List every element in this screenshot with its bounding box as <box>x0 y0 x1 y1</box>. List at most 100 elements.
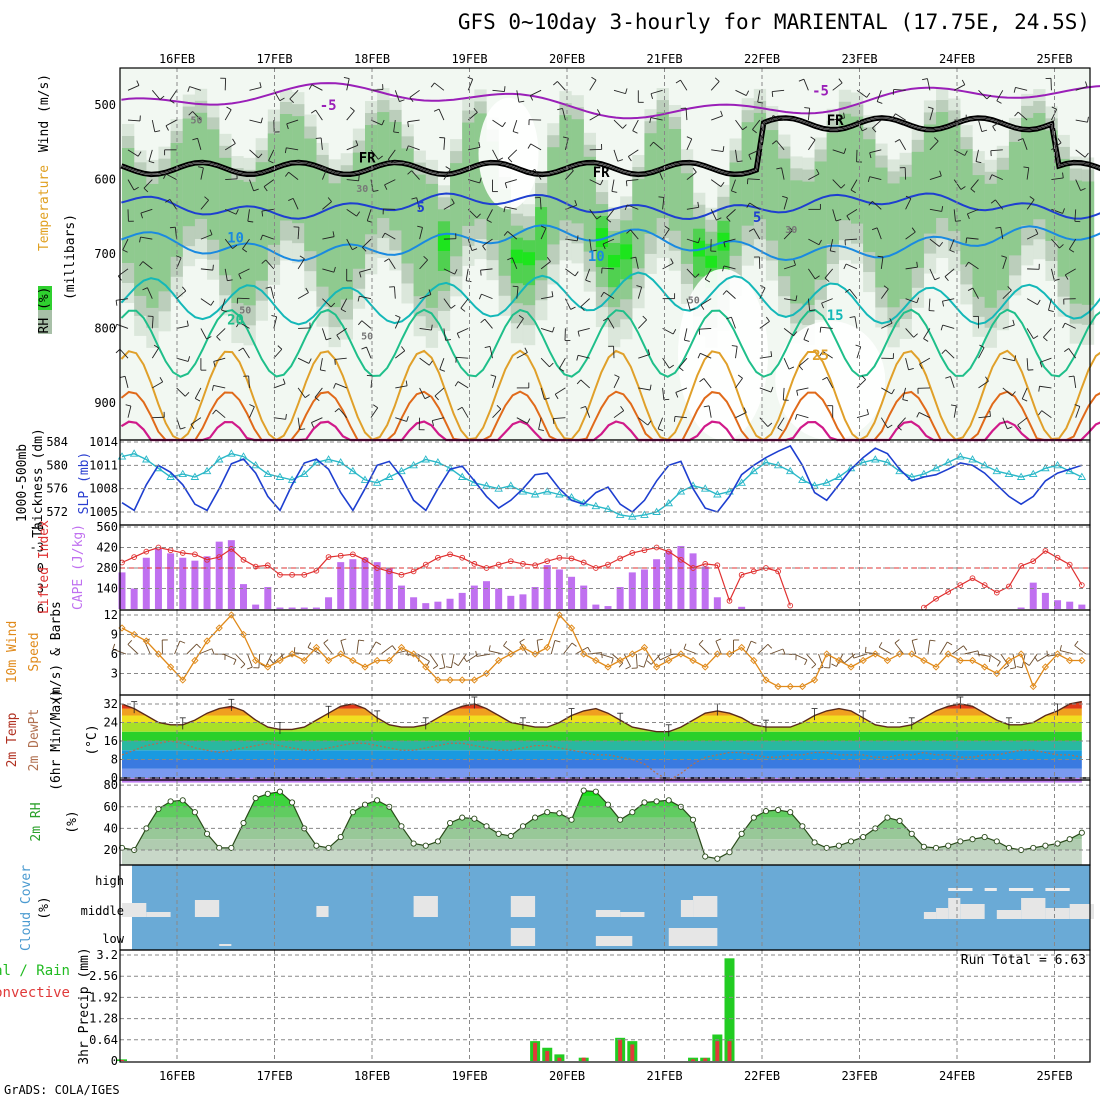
lifted-point <box>228 546 235 552</box>
wind-barb-flag <box>822 376 828 381</box>
rh-point <box>203 830 211 837</box>
wind-barb <box>905 266 918 270</box>
wind-barb-flag <box>332 231 335 237</box>
cape-bar <box>312 607 320 609</box>
rh-point <box>738 830 745 837</box>
wind-barb-flag <box>1074 404 1080 407</box>
wind-barb <box>467 238 473 251</box>
wind-point <box>543 643 551 652</box>
lifted-point <box>435 554 441 561</box>
wind-barb <box>273 383 286 389</box>
wind-barb <box>832 82 843 91</box>
wind-barb-flag <box>333 266 336 273</box>
y-tick-label-lifted: -6 <box>30 520 44 534</box>
wind-barb-flag <box>1062 172 1064 178</box>
wind-barb <box>297 292 309 300</box>
cape-bar <box>337 562 345 609</box>
thickness-point <box>628 512 637 520</box>
wind-barb-10m-flag <box>811 664 817 669</box>
wind-barb-flag <box>507 157 513 163</box>
wind-barb <box>662 357 670 369</box>
wind-barb-flag <box>597 109 601 115</box>
wind-barb-10m <box>769 648 784 655</box>
wind-barb <box>735 377 743 389</box>
y-tick-label-wind: 3 <box>111 667 118 681</box>
wind-barb-flag <box>450 304 456 309</box>
wind-point <box>993 669 1001 678</box>
wind-barb <box>845 263 858 270</box>
cape-bar <box>227 540 235 609</box>
rh-point <box>495 830 502 837</box>
wind-barb-flag <box>967 287 974 291</box>
cloud-block <box>960 904 985 919</box>
x-tick-label-top: 23FEB <box>841 52 877 66</box>
wind-barb-10m-flag <box>601 652 603 659</box>
wind-barb-flag <box>433 108 440 112</box>
axis-label-2m-dewpt: 2m DewPt <box>27 709 42 772</box>
thickness-point <box>348 466 358 475</box>
cape-bar <box>154 548 162 609</box>
wind-barb-flag <box>333 383 336 389</box>
wind-barb <box>978 347 985 359</box>
wind-barb <box>538 417 542 430</box>
lifted-point <box>945 589 952 595</box>
wind-barb-10m <box>235 653 246 665</box>
wind-barb <box>221 298 226 311</box>
wind-barb-flag <box>945 376 951 379</box>
wind-barb <box>807 108 811 121</box>
y-tick-label-thickness: 580 <box>46 458 68 472</box>
axis-label-precip: 3hr Precip (mm) <box>77 947 92 1064</box>
cloud-block <box>680 900 694 917</box>
wind-barb <box>978 119 983 132</box>
wind-barb-flag <box>1038 410 1043 416</box>
axis-label-2m-temp: 2m Temp <box>5 712 20 767</box>
x-tick-label-bottom: 24FEB <box>939 1069 975 1083</box>
wind-barb <box>772 115 785 121</box>
wind-barb-10m <box>635 653 638 668</box>
rh-shading-cell <box>620 244 633 260</box>
wind-barb <box>388 258 396 270</box>
lifted-point <box>410 568 417 575</box>
y-tick-label-pressure: 800 <box>94 321 116 335</box>
wind-barb-flag <box>979 344 985 348</box>
rh-point <box>289 799 296 806</box>
wind-barb <box>966 237 979 240</box>
wind-barb <box>336 328 347 336</box>
thickness-point <box>1004 469 1014 478</box>
wind-barb-flag <box>327 197 332 202</box>
wind-barb-flag <box>891 389 895 395</box>
wind-barb-flag <box>122 249 128 253</box>
wind-barb <box>492 119 503 128</box>
wind-barb <box>434 387 445 397</box>
wind-barb-flag <box>209 229 213 235</box>
wind-barb <box>856 89 867 98</box>
wind-barb-flag <box>942 301 945 307</box>
thickness-point <box>1065 466 1074 475</box>
rh-shading-cell <box>996 169 1010 291</box>
wind-barb <box>628 149 639 157</box>
wind-barb-flag <box>614 374 620 378</box>
wind-point <box>665 656 673 665</box>
cloud-high-strip <box>1045 888 1070 891</box>
wind-barb-flag <box>737 374 743 379</box>
wind-barb-flag <box>767 422 773 427</box>
y-tick-label-pressure: 500 <box>94 98 116 112</box>
wind-barb-10m-flag <box>323 639 329 644</box>
wind-barb-flag <box>198 166 204 169</box>
wind-barb <box>1064 322 1076 329</box>
wind-barb-10m <box>757 643 769 655</box>
axis-label-wind-barbs: (m/s) & Barbs <box>49 601 64 703</box>
wind-point <box>300 656 308 665</box>
wind-barb <box>540 261 551 270</box>
wind-barb <box>735 412 747 419</box>
wind-barb <box>942 298 955 302</box>
wind-point <box>871 650 879 658</box>
wind-barb <box>213 384 226 389</box>
wind-barb-10m-flag <box>1046 650 1049 657</box>
rh-shading-cell <box>765 130 779 241</box>
wind-barb <box>637 319 647 329</box>
wind-barb-flag <box>1023 166 1029 169</box>
wind-barb-flag <box>358 175 360 181</box>
wind-barb-flag <box>352 246 358 251</box>
axis-label-2m-rh: 2m RH <box>29 802 44 841</box>
